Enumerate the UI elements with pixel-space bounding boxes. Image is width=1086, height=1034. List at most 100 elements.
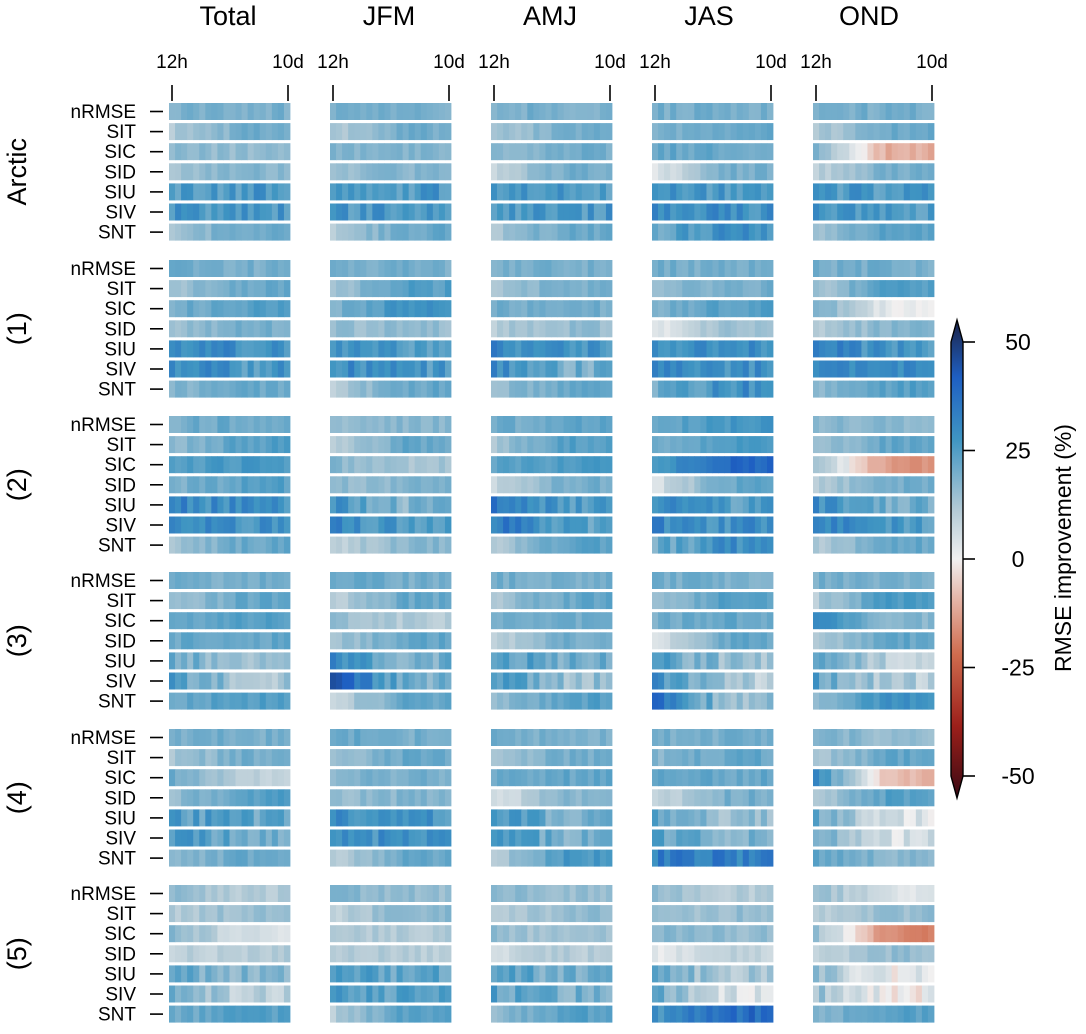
heatmap-cell (903, 280, 911, 298)
heatmap-cell (414, 340, 422, 358)
heatmap-cell (181, 143, 188, 161)
heatmap-cell (521, 123, 528, 141)
variable-label: SIC (104, 299, 136, 320)
heatmap-cell (175, 123, 182, 141)
heatmap-cell (676, 340, 683, 358)
heatmap-cell (235, 985, 242, 1003)
heatmap-cell (253, 260, 261, 277)
heatmap-cell (670, 123, 677, 141)
heatmap-cell (664, 572, 671, 589)
heatmap-cell (384, 749, 391, 767)
heatmap-cell (396, 945, 403, 963)
heatmap-cell (169, 749, 176, 767)
heatmap-cell (432, 260, 440, 277)
heatmap-cell (348, 885, 355, 902)
heatmap-cell (879, 729, 886, 746)
heatmap-cell (366, 925, 373, 943)
heatmap-cell (259, 885, 267, 902)
heatmap-cell (378, 849, 385, 867)
heatmap-cell (402, 1005, 410, 1023)
heatmap-cell (885, 416, 893, 433)
heatmap-cell (265, 536, 273, 554)
heatmap-cell (760, 729, 768, 746)
heatmap-cell (754, 103, 762, 120)
heatmap-cell (831, 632, 838, 650)
heatmap-cell (903, 829, 911, 847)
heatmap-cell (599, 516, 607, 534)
heatmap-cell (366, 769, 373, 787)
heatmap-cell (885, 436, 893, 454)
heatmap-cell (277, 496, 285, 514)
heatmap-cell (825, 572, 832, 589)
heatmap-cell (253, 749, 261, 767)
heatmap-cell (360, 436, 367, 454)
heatmap-cell (724, 183, 732, 201)
heatmap-cell (354, 183, 361, 201)
heatmap-cell (211, 496, 218, 514)
heatmap-cell (599, 592, 607, 610)
heatmap-cell (271, 183, 279, 201)
heatmap-cell (664, 456, 671, 474)
heatmap-cell (545, 729, 552, 746)
heatmap-cell (658, 1005, 665, 1023)
heatmap-cell (855, 829, 862, 847)
heatmap-cell (921, 280, 929, 298)
heatmap-cell (754, 516, 762, 534)
heatmap-cell (676, 672, 683, 690)
heatmap-cell (593, 280, 601, 298)
heatmap-cell (688, 849, 695, 867)
heatmap-cell (849, 632, 856, 650)
heatmap-cell (676, 103, 683, 120)
heatmap-cell (420, 223, 428, 241)
heatmap-cell (175, 809, 182, 827)
heatmap-cell (748, 340, 756, 358)
heatmap-cell (271, 829, 279, 847)
heatmap-cell (837, 260, 844, 277)
heatmap-cell (557, 516, 564, 534)
heatmap-cell (205, 809, 212, 827)
variable-label: SID (104, 944, 136, 965)
heatmap-cell (372, 965, 379, 983)
heatmap-cell (396, 380, 403, 398)
heatmap-cell (497, 925, 504, 943)
heatmap-cell (539, 380, 546, 398)
heatmap-cell (169, 203, 176, 221)
heatmap-cell (414, 985, 422, 1003)
heatmap-cell (605, 320, 613, 338)
heatmap-cell (676, 280, 683, 298)
heatmap-cell (664, 1005, 671, 1023)
heatmap-cell (682, 1005, 689, 1023)
heatmap-cell (927, 885, 935, 902)
heatmap-cell (766, 789, 774, 807)
heatmap-cell (837, 496, 844, 514)
heatmap-cell (551, 985, 558, 1003)
heatmap-cell (718, 340, 725, 358)
heatmap-cell (557, 143, 564, 161)
heatmap-cell (205, 905, 212, 923)
heatmap-cell (706, 965, 713, 983)
heatmap-cell (694, 203, 701, 221)
heatmap-cell (915, 223, 923, 241)
heatmap-cell (187, 380, 194, 398)
heatmap-cell (670, 496, 677, 514)
heatmap-cell (277, 380, 285, 398)
heatmap-cell (438, 612, 446, 630)
heatmap-cell (491, 985, 498, 1003)
heatmap-cell (861, 320, 868, 338)
heatmap-cell (241, 380, 249, 398)
heatmap-cell (384, 223, 391, 241)
heatmap-cell (742, 123, 750, 141)
heatmap-cell (706, 103, 713, 120)
heatmap-cell (658, 416, 665, 433)
heatmap-cell (813, 809, 820, 827)
heatmap-cell (259, 300, 267, 318)
heatmap-cell (813, 789, 820, 807)
heatmap-cell (742, 789, 750, 807)
heatmap-cell (503, 632, 510, 650)
heatmap-cell (909, 163, 917, 181)
heatmap-cell (688, 436, 695, 454)
heatmap-cell (193, 612, 200, 630)
heatmap-cell (497, 143, 504, 161)
heatmap-cell (813, 416, 820, 433)
heatmap-cell (915, 280, 923, 298)
